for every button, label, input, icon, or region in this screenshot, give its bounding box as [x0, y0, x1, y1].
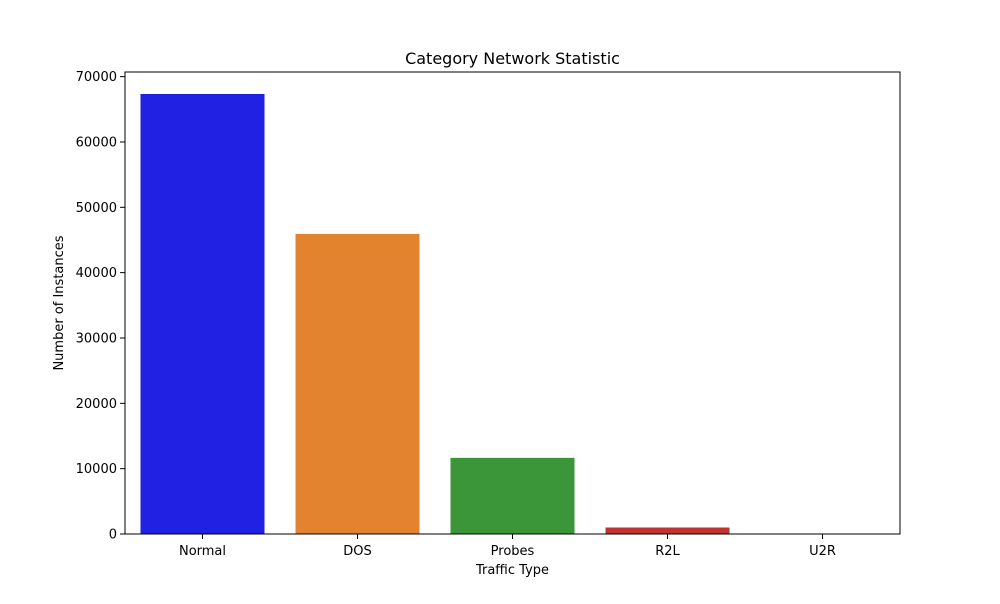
- x-tick-label-normal: Normal: [179, 544, 226, 559]
- bar-probes: [451, 458, 575, 534]
- y-tick-label: 0: [109, 528, 117, 543]
- x-tick-label-r2l: R2L: [655, 544, 680, 559]
- chart-title: Category Network Statistic: [405, 49, 620, 68]
- x-axis-label: Traffic Type: [475, 563, 549, 578]
- bar-r2l: [606, 528, 730, 535]
- y-tick-label: 50000: [76, 201, 117, 216]
- y-tick-label: 30000: [76, 331, 117, 346]
- bar-dos: [296, 234, 420, 534]
- y-tick-label: 60000: [76, 135, 117, 150]
- y-tick-label: 10000: [76, 462, 117, 477]
- x-tick-label-u2r: U2R: [809, 544, 836, 559]
- y-tick-label: 40000: [76, 266, 117, 281]
- x-tick-label-dos: DOS: [343, 544, 372, 559]
- y-tick-label: 70000: [76, 70, 117, 85]
- x-tick-label-probes: Probes: [491, 544, 535, 559]
- y-axis-label: Number of Instances: [52, 235, 67, 370]
- y-tick-label: 20000: [76, 397, 117, 412]
- bar-normal: [141, 94, 265, 534]
